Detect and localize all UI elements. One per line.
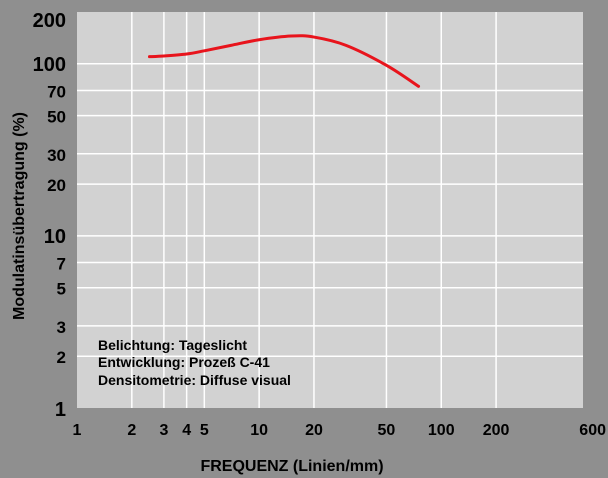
series-line (147, 34, 421, 88)
x-tick-label: 2 (127, 422, 136, 439)
x-tick-label: 4 (182, 422, 191, 439)
annotation-densitometry: Densitometrie: Diffuse visual (98, 372, 291, 388)
grid (77, 12, 583, 408)
y-tick-label: 50 (47, 108, 66, 127)
y-tick-label: 2 (57, 348, 66, 367)
x-tick-labels: 1 2 3 4 5 10 20 50 100 200 600 (73, 422, 607, 439)
x-tick-label: 20 (305, 422, 323, 439)
annotation-exposure: Belichtung: Tageslicht (98, 337, 247, 353)
x-tick-label: 200 (483, 422, 510, 439)
y-tick-label: 10 (44, 226, 66, 248)
x-tick-label: 100 (428, 422, 455, 439)
y-tick-label: 20 (47, 176, 66, 195)
y-tick-labels: 1 2 3 5 7 10 20 30 50 70 100 200 (33, 10, 66, 421)
x-tick-label: 50 (378, 422, 396, 439)
annotation-block: Belichtung: Tageslicht Entwicklung: Proz… (98, 337, 291, 388)
y-axis-title: Modulatinsübertragung (%) (11, 112, 28, 320)
y-tick-label: 3 (57, 318, 66, 337)
y-tick-label: 100 (33, 54, 66, 76)
annotation-development: Entwicklung: Prozeß C-41 (98, 354, 270, 370)
y-tick-label: 1 (55, 399, 66, 421)
x-tick-label: 5 (200, 422, 209, 439)
y-tick-label: 7 (57, 255, 66, 274)
y-tick-label: 30 (47, 146, 66, 165)
x-tick-label: 1 (73, 422, 82, 439)
y-tick-label: 70 (47, 82, 66, 101)
y-tick-label: 200 (33, 10, 66, 32)
x-tick-label: 10 (250, 422, 268, 439)
plot-area (77, 12, 583, 408)
x-axis-title: FREQUENZ (Linien/mm) (200, 458, 383, 475)
x-tick-label: 600 (579, 422, 606, 439)
y-tick-label: 5 (57, 280, 66, 299)
x-tick-label: 3 (159, 422, 168, 439)
